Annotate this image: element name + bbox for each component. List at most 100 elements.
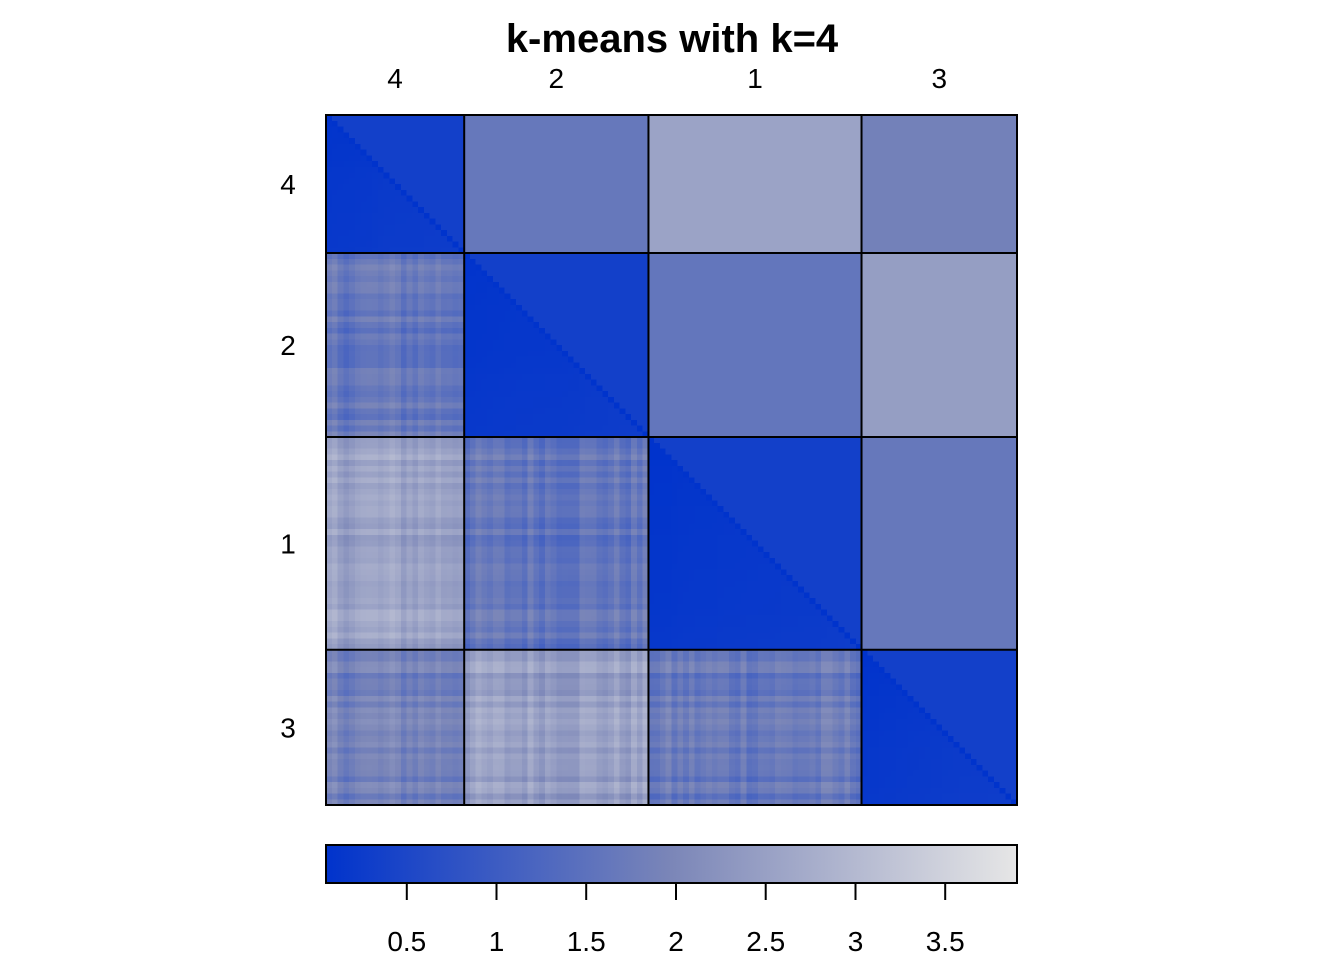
heatmap-cell <box>331 287 339 294</box>
heatmap-cell <box>976 230 984 237</box>
heatmap-cell <box>850 276 857 283</box>
heatmap-cell <box>366 299 373 306</box>
heatmap-cell <box>579 138 586 145</box>
heatmap-cell <box>844 235 851 243</box>
heatmap-cell <box>446 293 454 300</box>
heatmap-cell <box>723 218 730 225</box>
heatmap-cell <box>976 339 984 346</box>
heatmap-cell <box>878 207 886 214</box>
heatmap-cell <box>331 310 339 317</box>
heatmap-cell <box>780 299 788 306</box>
heatmap-cell <box>372 195 379 202</box>
heatmap-cell <box>798 293 805 300</box>
heatmap-cell <box>631 293 638 300</box>
heatmap-cell <box>516 293 523 300</box>
heatmap-cell <box>521 258 529 266</box>
heatmap-cell <box>890 132 897 139</box>
heatmap-cell <box>740 241 747 248</box>
heatmap-cell <box>418 218 425 225</box>
heatmap-cell <box>642 189 650 197</box>
heatmap-cell <box>423 293 431 300</box>
heatmap-cell <box>919 327 926 335</box>
heatmap-cell <box>475 230 483 237</box>
heatmap-cell <box>608 155 615 162</box>
heatmap-cell <box>763 253 770 260</box>
heatmap-cell <box>631 230 638 237</box>
heatmap-cell <box>354 345 362 352</box>
heatmap-cell <box>331 270 339 277</box>
heatmap-cell <box>429 281 437 289</box>
heatmap-cell <box>988 189 995 197</box>
heatmap-cell <box>337 276 344 283</box>
heatmap-cell <box>521 195 529 202</box>
heatmap-cell <box>504 310 511 317</box>
heatmap-cell <box>521 224 529 231</box>
heatmap-cell <box>821 149 828 156</box>
heatmap-cell <box>377 264 385 271</box>
heatmap-cell <box>711 120 719 128</box>
heatmap-cell <box>464 166 471 174</box>
heatmap-cell <box>648 281 655 289</box>
heatmap-cell <box>504 241 511 248</box>
heatmap-cell <box>372 339 379 346</box>
heatmap-cell <box>423 161 431 168</box>
heatmap-cell <box>729 230 736 237</box>
heatmap-cell <box>717 258 724 266</box>
heatmap-cell <box>838 235 845 243</box>
heatmap-cell <box>516 264 523 271</box>
heatmap-cell <box>326 189 333 197</box>
heatmap-cell <box>613 345 621 352</box>
heatmap-cell <box>809 172 817 179</box>
heatmap-cell <box>550 218 557 225</box>
heatmap-cell <box>452 184 460 191</box>
heatmap-cell <box>636 281 644 289</box>
heatmap-cell <box>659 276 667 283</box>
heatmap-cell <box>469 184 477 191</box>
heatmap-cell <box>395 264 402 271</box>
heatmap-cell <box>544 299 552 306</box>
heatmap-cell <box>700 345 707 352</box>
heatmap-cell <box>792 293 799 300</box>
heatmap-cell <box>383 172 390 179</box>
heatmap-cell <box>855 120 863 128</box>
heatmap-cell <box>677 120 684 128</box>
heatmap-cell <box>464 316 471 323</box>
heatmap-cell <box>723 339 730 346</box>
heatmap-cell <box>349 345 356 352</box>
heatmap-cell <box>590 299 598 306</box>
heatmap-cell <box>775 161 782 168</box>
heatmap-cell <box>826 230 834 237</box>
heatmap-cell <box>832 253 840 260</box>
heatmap-cell <box>873 339 880 346</box>
heatmap-cell <box>850 235 857 243</box>
heatmap-cell <box>890 253 897 260</box>
heatmap-cell <box>993 178 1001 185</box>
heatmap-cell <box>366 120 373 128</box>
heatmap-cell <box>441 212 448 220</box>
heatmap-cell <box>487 230 494 237</box>
heatmap-cell <box>366 126 373 133</box>
heatmap-cell <box>867 345 874 352</box>
heatmap-cell <box>326 149 333 156</box>
heatmap-cell <box>429 322 437 329</box>
heatmap-cell <box>861 333 868 340</box>
heatmap-cell <box>423 322 431 329</box>
heatmap-cell <box>792 201 799 208</box>
heatmap-cell <box>579 247 586 254</box>
heatmap-cell <box>562 166 569 174</box>
heatmap-cell <box>757 241 765 248</box>
heatmap-cell <box>435 316 442 323</box>
heatmap-cell <box>331 184 339 191</box>
heatmap-cell <box>377 212 385 220</box>
heatmap-cell <box>838 155 845 162</box>
heatmap-cell <box>613 166 621 174</box>
heatmap-cell <box>832 184 840 191</box>
heatmap-cell <box>780 218 788 225</box>
heatmap-cell <box>590 126 598 133</box>
heatmap-cell <box>648 304 655 312</box>
heatmap-cell <box>706 138 713 145</box>
heatmap-cell <box>901 327 909 335</box>
heatmap-cell <box>441 310 448 317</box>
heatmap-cell <box>562 241 569 248</box>
heatmap-cell <box>907 241 914 248</box>
